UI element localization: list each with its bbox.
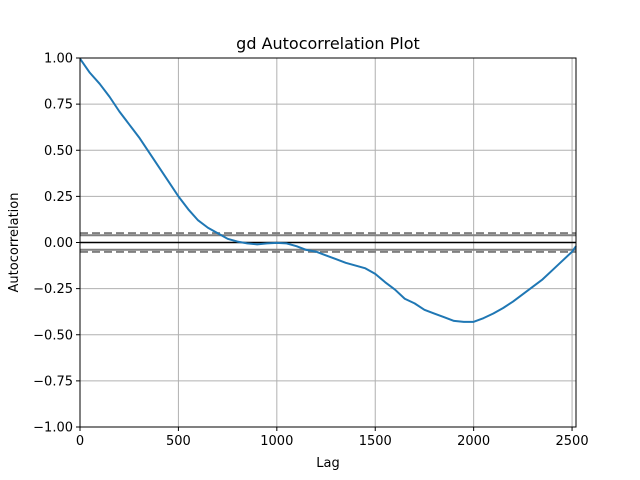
autocorrelation-series-line [79,58,577,323]
y-tick-label: −1.00 [33,421,73,436]
ticks: 0 500 1000 1500 2000 2500 1.00 0.75 0.50 0.25 0.00… [33,52,588,450]
series-layer [79,58,577,323]
x-tick-label: 2000 [457,434,490,449]
y-tick-label: 0.25 [44,190,73,205]
x-tick-label: 2500 [556,434,589,449]
x-tick-label: 0 [76,434,84,449]
y-tick-label: 0.00 [44,236,73,251]
chart-title: gd Autocorrelation Plot [236,34,420,53]
y-tick-label: 0.50 [44,144,73,159]
x-axis-label: Lag [316,456,339,471]
reference-lines [80,232,576,253]
x-tick-label: 1500 [359,434,392,449]
x-tick-label: 1000 [260,434,293,449]
y-tick-label: 1.00 [44,52,73,67]
y-tick-label: −0.50 [33,328,73,343]
y-tick-label: 0.75 [44,98,73,113]
y-tick-label: −0.75 [33,374,73,389]
x-tick-label: 500 [166,434,191,449]
y-tick-label: −0.25 [33,282,73,297]
y-axis-label: Autocorrelation [7,193,22,293]
